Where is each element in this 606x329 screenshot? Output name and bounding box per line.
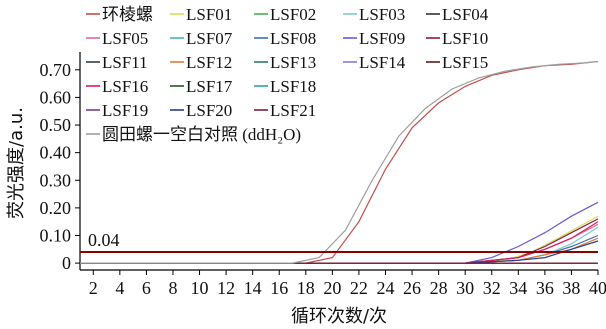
x-tick-label: 26 <box>403 278 421 298</box>
x-tick-label: 30 <box>456 278 474 298</box>
x-tick-label: 10 <box>191 278 209 298</box>
legend-label: LSF21 <box>270 101 316 120</box>
x-tick-label: 18 <box>297 278 315 298</box>
x-tick-label: 14 <box>244 278 262 298</box>
y-tick-label: 0.70 <box>40 60 72 80</box>
legend-label: LSF02 <box>270 5 316 24</box>
legend-label: LSF17 <box>186 77 233 96</box>
legend-label: LSF05 <box>102 29 148 48</box>
legend-label: LSF03 <box>359 5 405 24</box>
legend-label: LSF20 <box>186 101 232 120</box>
threshold-label: 0.04 <box>88 230 120 250</box>
y-tick-label: 0.10 <box>40 225 72 245</box>
y-tick-label: 0.50 <box>40 115 72 135</box>
x-tick-label: 32 <box>483 278 501 298</box>
x-tick-label: 40 <box>589 278 606 298</box>
y-tick-label: 0.40 <box>40 143 72 163</box>
legend-label: 环棱螺 <box>102 5 153 24</box>
x-tick-label: 8 <box>168 278 177 298</box>
x-tick-label: 28 <box>430 278 448 298</box>
x-axis-title: 循环次数/次 <box>291 306 387 327</box>
x-tick-label: 4 <box>115 278 124 298</box>
legend-label: LSF07 <box>186 29 233 48</box>
series-lines <box>80 60 599 264</box>
x-axis-ticks: 2 4 6 8 10 12 14 16 18 20 22 24 26 28 30 32 34 36 38 40 <box>89 270 606 298</box>
y-tick-label: 0 <box>62 253 71 273</box>
x-tick-label: 20 <box>323 278 341 298</box>
x-tick-label: 6 <box>142 278 151 298</box>
legend-label: LSF19 <box>102 101 148 120</box>
x-tick-label: 38 <box>562 278 580 298</box>
x-tick-label: 16 <box>270 278 288 298</box>
legend-label: LSF11 <box>102 53 148 72</box>
legend-label: LSF04 <box>442 5 489 24</box>
legend-label: LSF16 <box>102 77 148 96</box>
y-tick-label: 0.30 <box>40 170 72 190</box>
legend-label: LSF10 <box>442 29 488 48</box>
y-tick-label: 0.60 <box>40 87 72 107</box>
legend-label: LSF01 <box>186 5 232 24</box>
x-tick-label: 22 <box>350 278 368 298</box>
legend-label: LSF18 <box>270 77 316 96</box>
legend-label: LSF12 <box>186 53 232 72</box>
legend-label: LSF09 <box>359 29 405 48</box>
series-line-21 <box>80 60 599 264</box>
legend: 环棱螺 LSF01 LSF02 LSF03 LSF04 LSF05 LSF07 LSF08 LS… <box>86 5 489 144</box>
x-tick-label: 12 <box>217 278 235 298</box>
legend-label: 圆田螺一空白对照 (ddH₂O) <box>102 125 301 144</box>
legend-label: LSF08 <box>270 29 316 48</box>
x-tick-label: 34 <box>509 278 527 298</box>
legend-label: LSF15 <box>442 53 488 72</box>
x-tick-label: 36 <box>536 278 554 298</box>
y-tick-label: 0.20 <box>40 198 72 218</box>
legend-label: LSF13 <box>270 53 316 72</box>
legend-label: LSF14 <box>359 53 406 72</box>
x-tick-label: 2 <box>89 278 98 298</box>
y-axis-title: 荧光强度/a.u. <box>6 107 27 219</box>
y-axis-ticks: 0 0.10 0.20 0.30 0.40 0.50 0.60 0.70 <box>40 60 80 273</box>
x-tick-label: 24 <box>376 278 394 298</box>
